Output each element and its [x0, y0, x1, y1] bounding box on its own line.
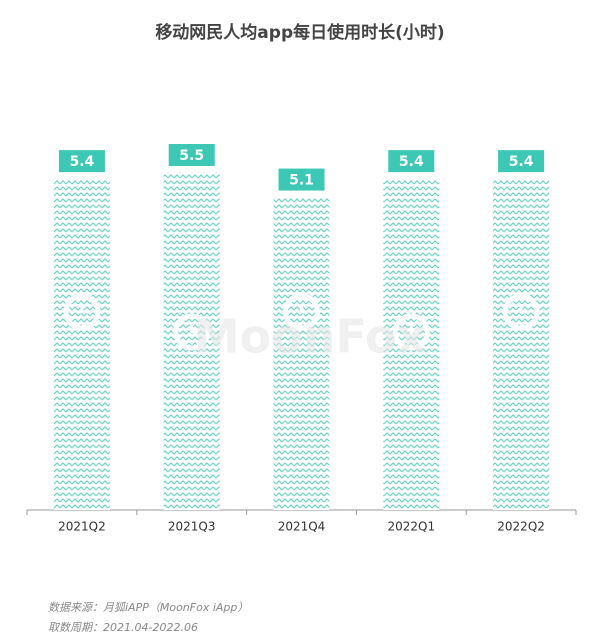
x-tick-label: 2022Q1 — [387, 520, 435, 534]
clock-hand — [519, 304, 529, 314]
x-tick-label: 2021Q3 — [168, 520, 216, 534]
clock-icon — [392, 313, 430, 351]
value-label-bg — [278, 168, 325, 191]
clock-icon — [63, 293, 101, 331]
value-label-bg — [498, 150, 545, 173]
value-label: 5.4 — [69, 154, 94, 170]
clock-icon — [283, 293, 320, 331]
clock-icon — [173, 313, 211, 351]
value-label: 5.4 — [509, 154, 534, 170]
bar — [53, 178, 110, 511]
value-label: 5.4 — [399, 154, 424, 170]
watermark: MoonFox — [194, 310, 427, 364]
bar — [163, 172, 220, 510]
value-label-bg — [168, 144, 215, 166]
clock-hand — [80, 304, 89, 314]
x-tick-label: 2021Q4 — [278, 520, 326, 534]
clock-hand — [409, 324, 419, 334]
clock-hand — [190, 324, 199, 334]
clock-icon — [502, 293, 540, 331]
period-note: 取数周期：2021.04-2022.06 — [48, 621, 198, 634]
x-tick-label: 2022Q2 — [497, 520, 545, 534]
value-label: 5.5 — [179, 148, 204, 164]
source-note: 数据来源：月狐iAPP（MoonFox iApp） — [48, 601, 248, 614]
value-label-bg — [58, 150, 105, 173]
value-label: 5.1 — [289, 173, 314, 189]
value-label-bg — [388, 150, 435, 173]
chart-title: 移动网民人均app每日使用时长(小时) — [155, 22, 444, 43]
bar — [493, 178, 550, 511]
bar — [273, 196, 330, 510]
x-tick-label: 2021Q2 — [58, 520, 106, 534]
bar — [383, 178, 440, 511]
clock-hand — [300, 304, 309, 314]
